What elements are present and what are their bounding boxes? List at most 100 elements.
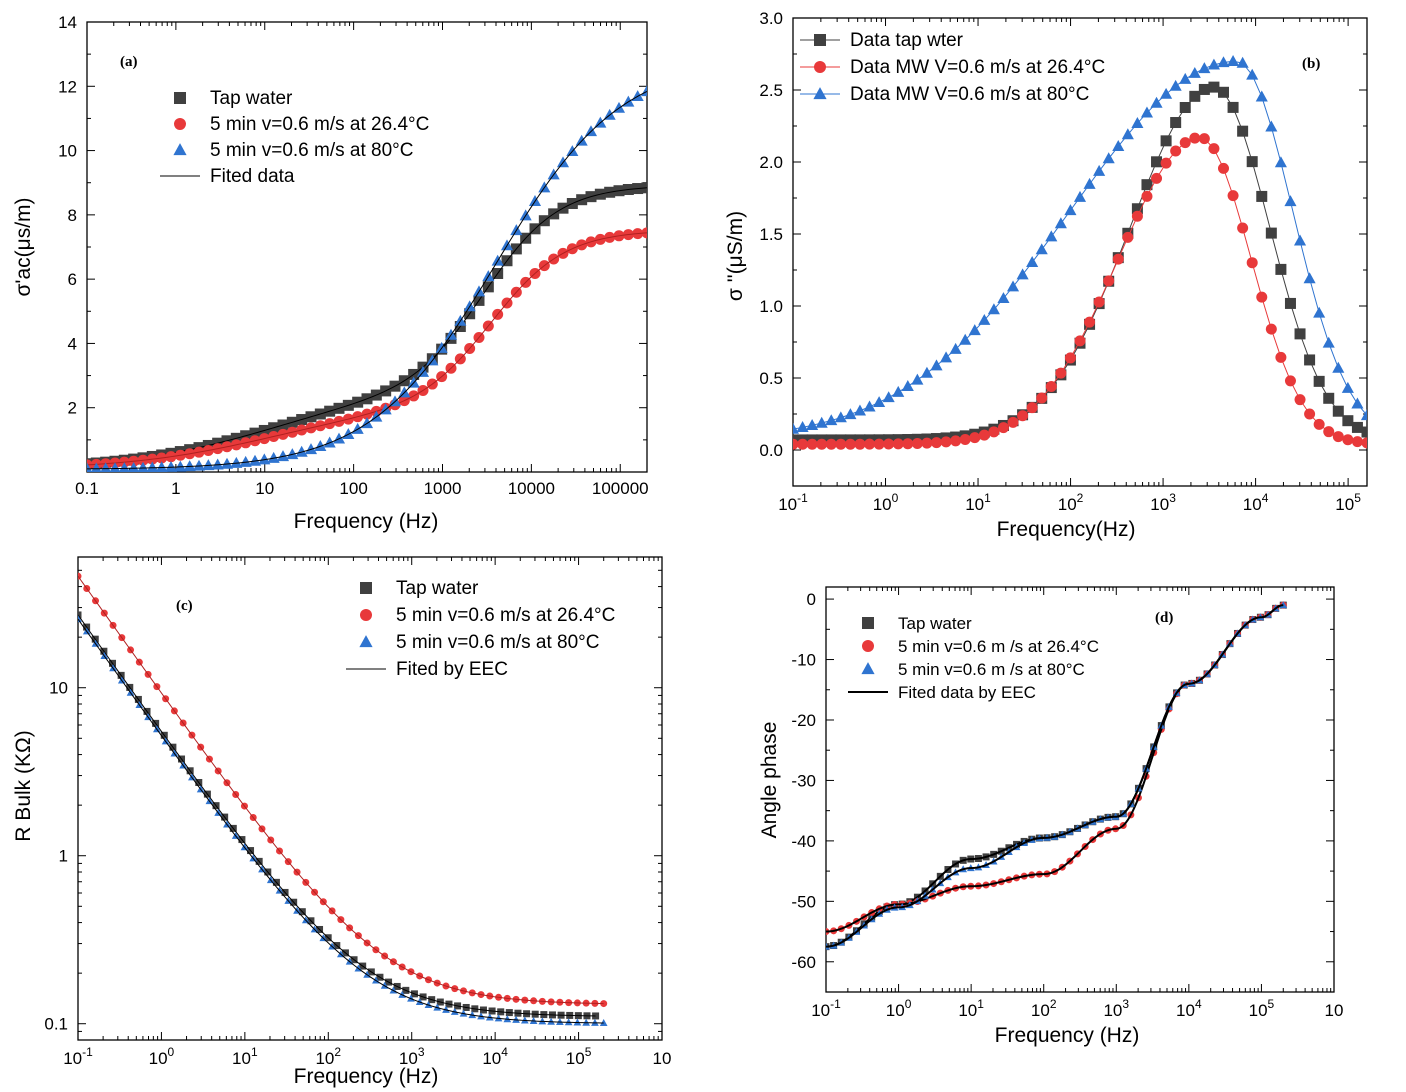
x-tick-label: 101 (958, 997, 984, 1020)
data-point (1131, 210, 1143, 222)
data-point (118, 462, 130, 472)
data-point (902, 438, 914, 450)
y-axis-title: σ ''(μS/m) (724, 211, 747, 301)
data-point (1265, 323, 1277, 335)
data-point (183, 460, 196, 472)
data-point (1246, 257, 1258, 269)
data-point (1083, 177, 1096, 189)
data-point (978, 429, 990, 441)
legend-label: Tap water (396, 578, 479, 599)
x-tick-label: 1 (171, 479, 180, 498)
data-point (835, 438, 847, 450)
data-point (1217, 56, 1230, 68)
data-point (987, 303, 1000, 315)
y-tick-label: 0.0 (759, 441, 783, 460)
fit-line (826, 604, 1284, 948)
data-point (1284, 195, 1297, 207)
x-tick-label: 104 (482, 1045, 508, 1068)
data-point (286, 448, 299, 460)
data-point (1093, 164, 1106, 176)
x-tick-label: 105 (566, 1045, 592, 1068)
x-tick-label: 10 (1325, 1001, 1344, 1020)
y-axis-title: R Bulk (KΩ) (12, 730, 35, 841)
data-point (978, 313, 991, 325)
x-tick-label: 102 (315, 1045, 341, 1068)
y-tick-label: 4 (68, 334, 77, 353)
data-point (1304, 408, 1316, 420)
data-point (1179, 102, 1191, 114)
data-point (1198, 62, 1211, 74)
data-point (1246, 68, 1259, 80)
plot-frame (792, 17, 1368, 487)
data-point (1360, 409, 1367, 421)
data-point (1198, 83, 1210, 95)
data-point (873, 396, 886, 408)
data-point (323, 436, 336, 448)
data-point (1322, 336, 1335, 348)
x-tick-label: 101 (965, 491, 991, 514)
data-point (959, 433, 971, 445)
data-point (1303, 272, 1316, 284)
data-point (826, 942, 830, 950)
y-tick-label: -30 (791, 771, 816, 790)
legend-label: Fited data by EEC (898, 683, 1036, 702)
data-point (844, 408, 857, 420)
data-point (1351, 421, 1363, 433)
data-point (1265, 120, 1278, 132)
x-tick-label: 100000 (592, 479, 649, 498)
data-point (1064, 352, 1076, 364)
data-point (854, 438, 866, 450)
data-area (78, 572, 608, 1026)
data-point (295, 445, 308, 457)
data-point (1170, 117, 1182, 129)
data-point (1323, 392, 1335, 404)
data-point (1218, 86, 1229, 98)
legend-marker (174, 92, 186, 104)
y-tick-label: 2.0 (759, 153, 783, 172)
data-point (351, 422, 364, 434)
legend-label: Data tap wter (850, 30, 964, 51)
data-point (1284, 375, 1296, 387)
data-point (584, 125, 598, 137)
x-tick-label: 103 (1150, 491, 1176, 514)
chart-panel-d: 10-1 100 101 102 103 104 105 100-10-20-30-40-50… (758, 586, 1344, 1047)
x-tick-label: 1000 (424, 479, 462, 498)
data-area (826, 601, 1288, 951)
data-point (816, 438, 828, 450)
data-point (87, 462, 93, 472)
legend-label: 5 min v=0.6 m/s at 26.4°C (396, 605, 615, 626)
y-tick-label: 3.0 (759, 9, 783, 28)
data-point (930, 359, 943, 371)
data-area (87, 85, 647, 472)
y-tick-label: 1.5 (759, 225, 783, 244)
y-tick-label: 1 (59, 847, 68, 866)
data-point (416, 365, 430, 377)
data-point (1017, 410, 1029, 422)
legend-label: Data MW V=0.6 m/s at 80°C (850, 84, 1089, 105)
data-point (128, 461, 140, 472)
data-point (959, 333, 972, 345)
data-point (1103, 275, 1115, 287)
legend: Tap water 5 min v=0.6 m/s at 26.4°C 5 min … (346, 578, 615, 680)
legend-label: Tap water (210, 88, 293, 109)
data-point (1341, 381, 1354, 393)
y-tick-label: 14 (58, 13, 77, 32)
data-point (594, 116, 607, 128)
data-point (1007, 416, 1019, 428)
plot-frame (825, 586, 1335, 993)
data-point (1131, 117, 1144, 129)
data-point (1293, 234, 1307, 246)
data-point (1016, 268, 1029, 280)
data-point (1140, 106, 1154, 118)
data-point (806, 438, 818, 450)
y-tick-label: -10 (791, 651, 816, 670)
x-axis-title: Frequency (Hz) (995, 1024, 1140, 1047)
data-point (1074, 335, 1086, 347)
y-tick-label: 1.0 (759, 297, 783, 316)
data-point (1179, 72, 1192, 84)
y-tick-label: 8 (68, 206, 77, 225)
data-point (1045, 380, 1057, 392)
data-point (398, 386, 411, 398)
data-point (1313, 306, 1326, 318)
